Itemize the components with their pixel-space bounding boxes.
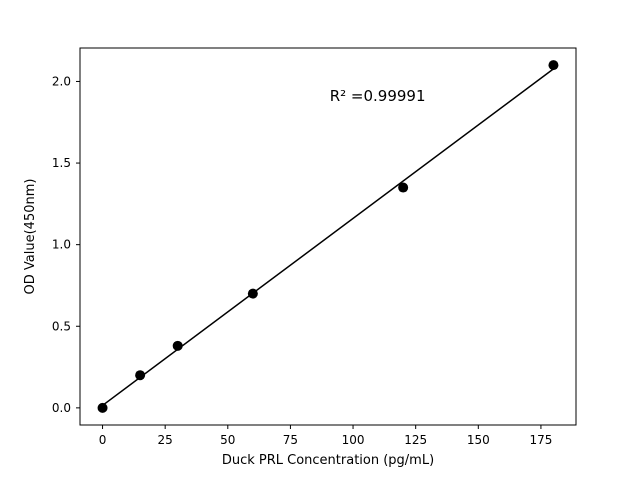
y-axis-tick-label: 0.5 xyxy=(52,319,71,333)
r-squared-annotation: R² =0.99991 xyxy=(330,87,426,105)
x-axis-tick-label: 25 xyxy=(158,433,173,447)
y-axis-tick-label: 2.0 xyxy=(52,74,71,88)
y-axis-tick-label: 0.0 xyxy=(52,401,71,415)
x-axis-tick-label: 175 xyxy=(529,433,552,447)
data-point xyxy=(247,288,258,299)
data-point xyxy=(398,182,409,193)
data-point xyxy=(135,370,146,381)
data-point xyxy=(97,402,108,413)
x-axis-tick-label: 50 xyxy=(220,433,235,447)
x-axis-tick-label: 125 xyxy=(404,433,427,447)
data-point xyxy=(172,340,183,351)
data-point xyxy=(548,60,559,71)
y-axis-tick-label: 1.0 xyxy=(52,238,71,252)
y-axis-label: OD Value(450nm) xyxy=(23,179,38,295)
y-axis-tick-label: 1.5 xyxy=(52,156,71,170)
x-axis-tick-label: 150 xyxy=(467,433,490,447)
x-axis-tick-label: 75 xyxy=(283,433,298,447)
x-axis-tick-label: 0 xyxy=(99,433,107,447)
x-axis-tick-label: 100 xyxy=(342,433,365,447)
x-axis-label: Duck PRL Concentration (pg/mL) xyxy=(222,453,434,468)
